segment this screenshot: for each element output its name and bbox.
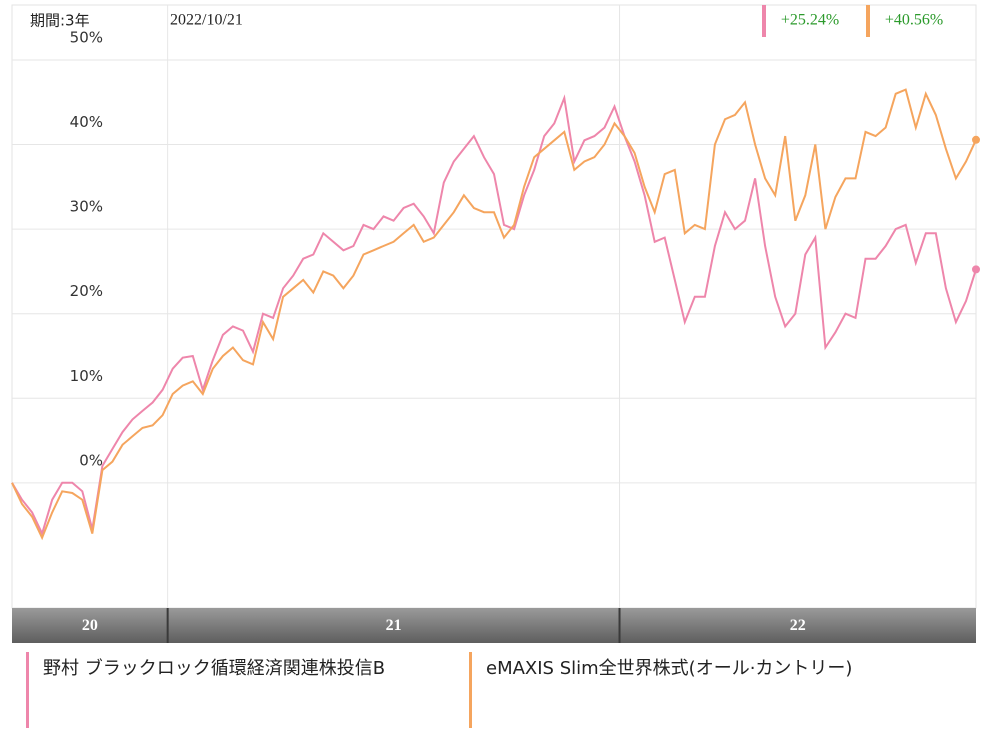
return-marker — [762, 5, 766, 37]
x-tick-label: 20 — [82, 617, 98, 634]
y-tick-label: 40% — [70, 113, 103, 131]
y-tick-label: 0% — [79, 451, 103, 469]
series-line — [11, 94, 977, 537]
y-tick-label: 20% — [70, 282, 103, 300]
return-label: +25.24% — [781, 12, 839, 29]
y-tick-label: 30% — [70, 198, 103, 216]
plot-area — [11, 4, 977, 609]
series-line — [11, 88, 977, 541]
period: 期間:3年 — [30, 12, 90, 30]
return-label: +40.56% — [885, 12, 943, 29]
end-point — [972, 265, 980, 274]
y-axis: 0% 10% 20% 30% 40% 50% — [12, 28, 976, 484]
date: 2022/10/21 — [170, 12, 243, 29]
end-point — [972, 135, 980, 144]
x-tick-label: 21 — [386, 617, 402, 634]
legend: 野村 ブラックロック循環経済関連株投信B eMAXIS Slim全世界株式(オール… — [0, 652, 988, 732]
y-tick-label: 10% — [70, 367, 103, 385]
chart: 期間:3年 2022/10/21 0% 10% 20% 30% 40% 50% 20 21 22… — [11, 4, 980, 643]
legend-item: eMAXIS Slim全世界株式(オール·カントリー) — [469, 652, 886, 728]
x-axis-band — [12, 608, 976, 643]
legend-item: 野村 ブラックロック循環経済関連株投信B — [26, 652, 433, 728]
return-marker — [866, 5, 870, 37]
x-tick-label: 22 — [790, 617, 806, 634]
y-tick-label: 50% — [70, 28, 103, 46]
